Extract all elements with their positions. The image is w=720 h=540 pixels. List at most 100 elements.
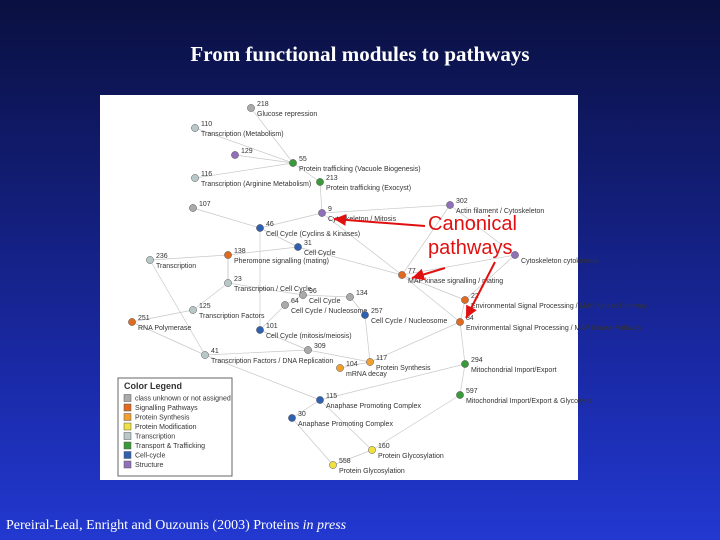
edge bbox=[292, 162, 321, 183]
edge bbox=[259, 212, 323, 229]
node-label: Cell Cycle / Nucleosome bbox=[371, 318, 447, 325]
edge bbox=[149, 259, 206, 356]
edge bbox=[459, 321, 466, 365]
node-label: Transcription Factors / DNA Replication bbox=[211, 358, 333, 365]
edge bbox=[194, 127, 294, 164]
edge bbox=[364, 314, 371, 363]
node-label: Environmental Signal Processing / MAP Ki… bbox=[471, 303, 647, 310]
edge bbox=[291, 417, 334, 466]
edge bbox=[459, 363, 466, 396]
edge bbox=[319, 181, 323, 214]
node-id: 41 bbox=[211, 348, 219, 355]
node bbox=[299, 291, 307, 299]
legend-swatch bbox=[123, 451, 132, 459]
node bbox=[446, 201, 454, 209]
node-id: 23 bbox=[234, 276, 242, 283]
edge bbox=[321, 204, 451, 214]
edge bbox=[259, 329, 309, 351]
node-id: 46 bbox=[266, 221, 274, 228]
node-id: 55 bbox=[299, 156, 307, 163]
node-label: Protein Synthesis bbox=[376, 365, 431, 372]
node-id: 251 bbox=[138, 315, 150, 322]
edge bbox=[149, 254, 229, 261]
node-id: 160 bbox=[378, 443, 390, 450]
node bbox=[361, 311, 369, 319]
node-id: 30 bbox=[298, 411, 306, 418]
edge bbox=[192, 282, 229, 311]
node-id: 116 bbox=[201, 171, 212, 178]
citation: Pereiral-Leal, Enright and Ouzounis (200… bbox=[6, 518, 346, 534]
edge bbox=[401, 274, 461, 323]
node-id: 236 bbox=[156, 253, 168, 260]
node-id: 77 bbox=[408, 268, 416, 275]
node bbox=[231, 151, 239, 159]
slide-title: From functional modules to pathways bbox=[190, 42, 530, 66]
legend-label: Transcription bbox=[135, 434, 175, 441]
node-id: 294 bbox=[471, 357, 483, 364]
arrow bbox=[411, 267, 446, 281]
edge bbox=[250, 107, 294, 164]
node-label: mRNA decay bbox=[346, 371, 387, 378]
node bbox=[316, 396, 324, 404]
edge bbox=[307, 349, 371, 363]
arrow bbox=[333, 213, 426, 227]
node bbox=[461, 296, 469, 304]
legend-box bbox=[117, 377, 233, 477]
node bbox=[456, 391, 464, 399]
node bbox=[146, 256, 154, 264]
legend-swatch bbox=[123, 460, 132, 469]
node-id: 96 bbox=[309, 288, 317, 295]
edge bbox=[349, 296, 366, 316]
legend-swatch bbox=[123, 422, 132, 431]
legend-title: Color Legend bbox=[124, 381, 182, 391]
node-label: Glucose repression bbox=[257, 111, 317, 118]
edge bbox=[464, 254, 516, 301]
edge bbox=[131, 321, 206, 356]
node-label: Cytoskeleton cytokinesis bbox=[521, 258, 598, 265]
overlay-text: pathways bbox=[428, 237, 513, 259]
node bbox=[304, 346, 312, 354]
overlay-text: Canonical bbox=[428, 213, 517, 235]
edge bbox=[302, 294, 351, 298]
node bbox=[256, 224, 264, 232]
node-label: Protein Glycosylation bbox=[339, 468, 405, 475]
node bbox=[336, 364, 344, 372]
node-label: Protein trafficking (Exocyst) bbox=[326, 185, 411, 192]
node-label: Environmental Signal Processing / MAP Ki… bbox=[466, 325, 642, 332]
node bbox=[281, 301, 289, 309]
node bbox=[189, 204, 197, 212]
node-label: RNA Polymerase bbox=[138, 325, 191, 332]
edge bbox=[259, 304, 286, 331]
edge bbox=[131, 309, 194, 323]
edge bbox=[192, 207, 261, 229]
legend-swatch bbox=[123, 413, 132, 421]
citation-emphasis: in press bbox=[302, 518, 347, 533]
edge bbox=[204, 349, 309, 356]
legend-label: Protein Modification bbox=[135, 424, 197, 431]
legend-swatch bbox=[123, 394, 132, 402]
node-id: 129 bbox=[241, 148, 253, 155]
node bbox=[128, 318, 136, 326]
node-id: 302 bbox=[456, 198, 468, 205]
node bbox=[256, 326, 264, 334]
node bbox=[191, 174, 199, 182]
edge bbox=[234, 154, 294, 164]
arrow bbox=[465, 261, 496, 319]
node bbox=[511, 251, 519, 259]
node-label: MAP kinase signalling / mating bbox=[408, 278, 503, 285]
node-id: 107 bbox=[199, 201, 211, 208]
node-label: Transcription Factors bbox=[199, 313, 265, 320]
node-label: Transcription / Cell Cycle bbox=[234, 286, 312, 293]
node-id: 115 bbox=[326, 393, 337, 400]
node-id: 117 bbox=[376, 355, 387, 362]
citation-text: Pereiral-Leal, Enright and Ouzounis (200… bbox=[6, 518, 300, 533]
node bbox=[224, 251, 232, 259]
node bbox=[316, 178, 324, 186]
edge bbox=[319, 363, 466, 401]
node-label: Cell Cycle bbox=[309, 298, 341, 305]
edge bbox=[291, 399, 321, 419]
edge bbox=[204, 354, 321, 401]
legend-label: class unknown or not assigned bbox=[135, 396, 231, 403]
node-id: 134 bbox=[356, 290, 368, 297]
